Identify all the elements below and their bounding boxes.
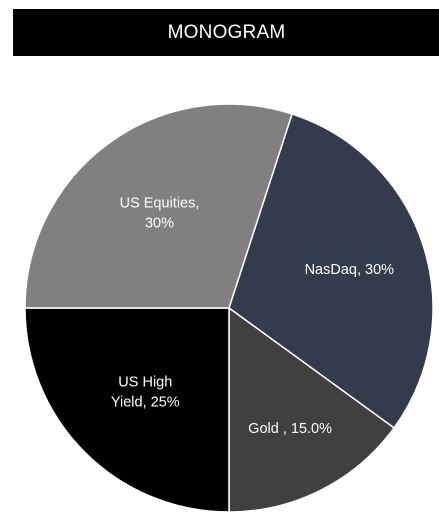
pie-label-nasdaq: NasDaq, 30% (305, 262, 395, 278)
pie-label-us-high-yield: US High Yield, 25% (111, 375, 180, 411)
pie-label-us-equities: US Equities, 30% (120, 195, 200, 231)
pie-label-gold: Gold , 15.0% (248, 421, 332, 437)
pie-slice-us-high-yield (24, 307, 230, 513)
pie-slice-nasdaq (228, 113, 434, 429)
pie-slices (24, 103, 434, 513)
pie-slice-gold (228, 307, 395, 513)
chart-title: MONOGRAM (13, 9, 439, 56)
pie-slice-us-equities (24, 103, 293, 309)
pie-labels: NasDaq, 30% Gold , 15.0% US High Yield, 25%… (111, 195, 394, 437)
